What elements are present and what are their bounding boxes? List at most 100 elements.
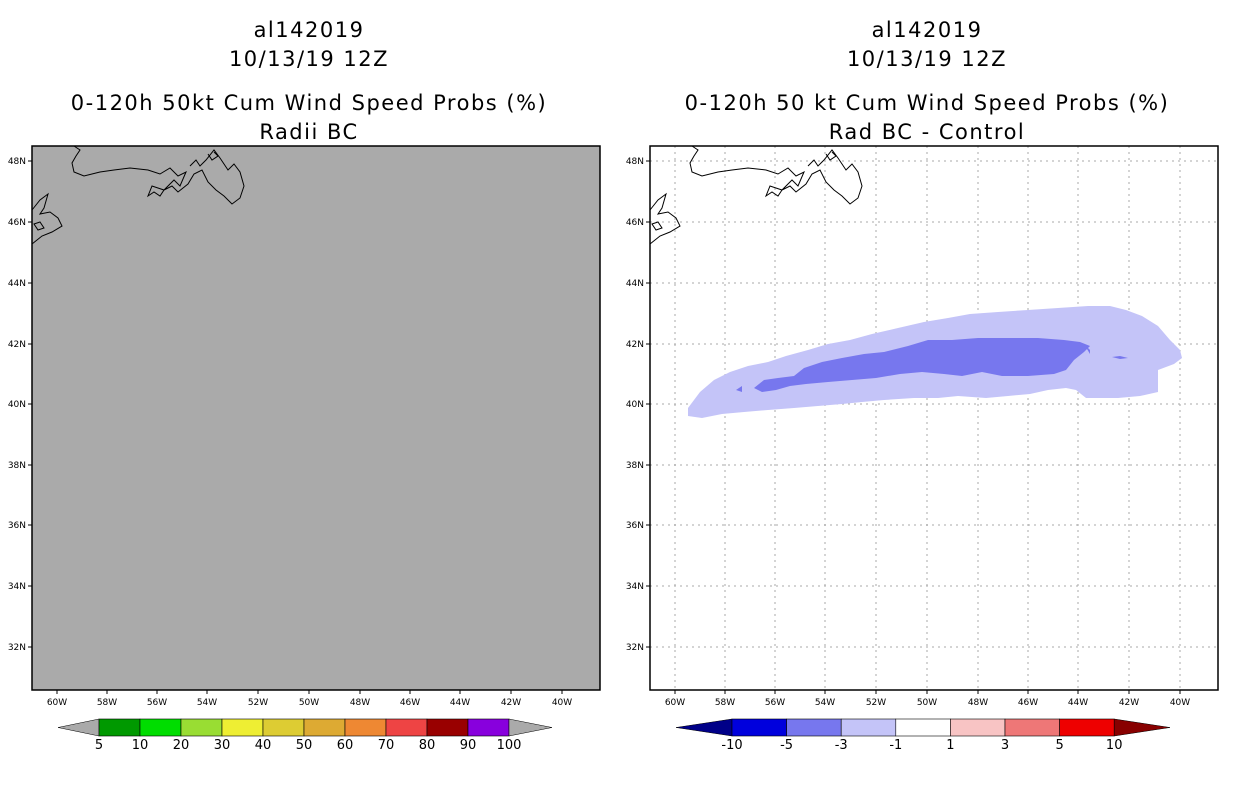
lon-label: 40W <box>1170 698 1190 708</box>
colorbar-label: 3 <box>1001 738 1009 753</box>
contour-small-1 <box>736 386 742 392</box>
coastline <box>31 145 245 245</box>
lat-label: 44N <box>626 279 644 289</box>
colorbar-swatch <box>262 718 305 737</box>
probability-difference-contours <box>688 306 1182 418</box>
lon-label: 48W <box>968 698 988 708</box>
colorbar-label: -1 <box>889 738 902 753</box>
colorbar-swatch <box>950 718 1006 737</box>
colorbar-swatch <box>221 718 264 737</box>
colorbar-swatch <box>180 718 223 737</box>
storm-id: al142019 <box>871 18 983 42</box>
colorbar-label: 5 <box>1055 738 1063 753</box>
lat-label: 32N <box>8 643 26 653</box>
lon-label: 44W <box>1068 698 1088 708</box>
left-map-svg: 48N 46N 44N 42N 40N 38N 36N 34N 32N 60W 58W 56W 54W 5… <box>8 145 601 753</box>
colorbar-label: 5 <box>95 738 103 753</box>
left-panel: al142019 10/13/19 12Z 0-120h 50kt Cum Wi… <box>8 18 601 753</box>
colorbar-label: 10 <box>132 738 149 753</box>
colorbar-swatch <box>139 718 182 737</box>
lat-label: 36N <box>8 521 26 531</box>
colorbar-swatch <box>731 718 787 737</box>
colorbar-swatch <box>1004 718 1060 737</box>
colorbar-swatch <box>840 718 897 737</box>
lon-label: 44W <box>450 698 470 708</box>
datetime: 10/13/19 12Z <box>846 47 1008 71</box>
lon-label: 46W <box>1018 698 1038 708</box>
colorbar-low-arrow <box>675 718 733 737</box>
lon-label: 42W <box>501 698 521 708</box>
lat-label: 36N <box>626 521 644 531</box>
colorbar-swatch <box>467 718 510 737</box>
colorbar-swatch <box>344 718 387 737</box>
colorbar-label: 1 <box>946 738 954 753</box>
colorbar-label: 70 <box>378 738 395 753</box>
colorbar-swatch <box>786 718 842 737</box>
lat-label: 48N <box>626 157 644 167</box>
datetime: 10/13/19 12Z <box>228 47 390 71</box>
lat-label: 34N <box>8 582 26 592</box>
colorbar-label: 50 <box>296 738 313 753</box>
lat-label: 38N <box>8 461 26 471</box>
lon-label: 46W <box>400 698 420 708</box>
colorbar-label: 90 <box>460 738 477 753</box>
colorbar-label: -5 <box>780 738 793 753</box>
lat-label: 40N <box>8 400 26 410</box>
coastline <box>649 145 863 245</box>
lat-label: 46N <box>8 218 26 228</box>
lon-label: 52W <box>248 698 268 708</box>
lat-label: 44N <box>8 279 26 289</box>
lon-label: 42W <box>1119 698 1139 708</box>
lon-label: 54W <box>197 698 217 708</box>
colorbar-swatch <box>1059 718 1115 737</box>
colorbar-high-arrow <box>1113 718 1171 737</box>
lon-label: 60W <box>665 698 685 708</box>
lat-label: 38N <box>626 461 644 471</box>
lat-label: 42N <box>8 340 26 350</box>
colorbar-label: 60 <box>337 738 354 753</box>
lat-label: 34N <box>626 582 644 592</box>
lon-label: 58W <box>715 698 735 708</box>
colorbar-label: 10 <box>1106 738 1123 753</box>
lon-label: 52W <box>866 698 886 708</box>
colorbar-label: 100 <box>497 738 522 753</box>
map-subtitle: Radii BC <box>259 120 359 144</box>
lat-label: 32N <box>626 643 644 653</box>
map-background <box>650 146 1218 690</box>
storm-id: al142019 <box>253 18 365 42</box>
lat-label: 40N <box>626 400 644 410</box>
colorbar-swatch <box>895 718 951 737</box>
lat-label: 42N <box>626 340 644 350</box>
map-title: 0-120h 50kt Cum Wind Speed Probs (%) <box>70 91 548 115</box>
right-panel: al142019 10/13/19 12Z 0-120h 50 kt Cum W… <box>618 0 1236 800</box>
lon-label: 56W <box>147 698 167 708</box>
colorbar-label: 30 <box>214 738 231 753</box>
lon-label: 40W <box>552 698 572 708</box>
lon-label: 56W <box>765 698 785 708</box>
lon-label: 48W <box>350 698 370 708</box>
map-title: 0-120h 50 kt Cum Wind Speed Probs (%) <box>684 91 1170 115</box>
colorbar-label: 80 <box>419 738 436 753</box>
map-subtitle: Rad BC - Control <box>828 120 1026 144</box>
map-frame <box>31 145 601 691</box>
colorbar-low-arrow <box>57 718 100 737</box>
lon-label: 60W <box>47 698 67 708</box>
colorbar-swatch <box>426 718 469 737</box>
contour-small-3 <box>1112 356 1128 359</box>
colorbar-swatch <box>303 718 346 737</box>
lon-label: 50W <box>917 698 937 708</box>
lat-label: 48N <box>8 157 26 167</box>
contour-minus-3-to-minus-5 <box>754 338 1090 392</box>
colorbar-label: 40 <box>255 738 272 753</box>
colorbar-swatch <box>98 718 141 737</box>
colorbar-label: 20 <box>173 738 190 753</box>
map-frame <box>649 145 1219 691</box>
colorbar-label: -10 <box>721 738 742 753</box>
contour-small-2 <box>1084 344 1090 354</box>
right-map-svg: 48N 46N 44N 42N 40N 38N 36N 34N 32N 60W 58W 56W 54W 5… <box>626 145 1219 753</box>
lon-label: 50W <box>299 698 319 708</box>
lat-label: 46N <box>626 218 644 228</box>
lon-label: 58W <box>97 698 117 708</box>
lon-label: 54W <box>815 698 835 708</box>
colorbar-high-arrow <box>508 718 553 737</box>
